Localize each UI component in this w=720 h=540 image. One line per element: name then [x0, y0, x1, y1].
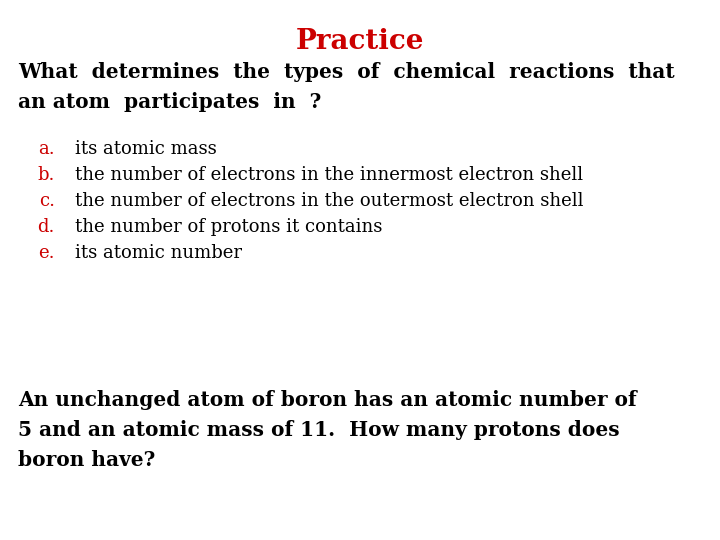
Text: c.: c. [39, 192, 55, 210]
Text: its atomic number: its atomic number [75, 244, 242, 262]
Text: b.: b. [37, 166, 55, 184]
Text: e.: e. [38, 244, 55, 262]
Text: the number of protons it contains: the number of protons it contains [75, 218, 382, 236]
Text: the number of electrons in the outermost electron shell: the number of electrons in the outermost… [75, 192, 583, 210]
Text: An unchanged atom of boron has an atomic number of: An unchanged atom of boron has an atomic… [18, 390, 636, 410]
Text: the number of electrons in the innermost electron shell: the number of electrons in the innermost… [75, 166, 583, 184]
Text: a.: a. [38, 140, 55, 158]
Text: boron have?: boron have? [18, 450, 156, 470]
Text: 5 and an atomic mass of 11.  How many protons does: 5 and an atomic mass of 11. How many pro… [18, 420, 620, 440]
Text: its atomic mass: its atomic mass [75, 140, 217, 158]
Text: an atom  participates  in  ?: an atom participates in ? [18, 92, 321, 112]
Text: d.: d. [37, 218, 55, 236]
Text: What  determines  the  types  of  chemical  reactions  that: What determines the types of chemical re… [18, 62, 675, 82]
Text: Practice: Practice [296, 28, 424, 55]
